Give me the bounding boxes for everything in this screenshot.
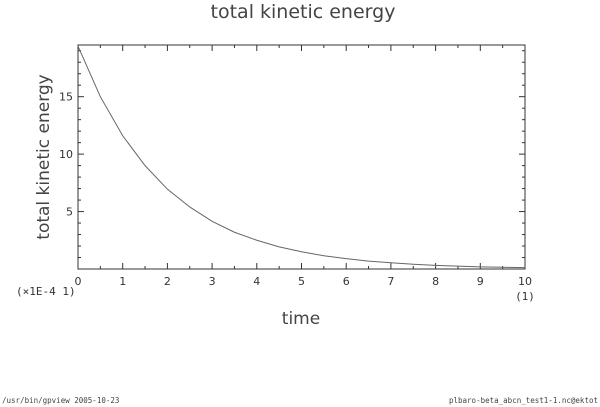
series-layer [77, 45, 526, 269]
x-unit-label: (1) [515, 290, 535, 303]
x-axis-label: time [282, 309, 320, 329]
x-tick-label: 6 [343, 275, 350, 288]
footer-source-file: plbaro-beta_abcn_test1-1.nc@ektot [448, 396, 598, 405]
y-scale-label: (×1E-4 1) [16, 285, 76, 298]
x-tick-label: 7 [387, 275, 394, 288]
plot-frame [77, 44, 526, 270]
x-tick-label: 8 [432, 275, 439, 288]
x-axis-ticks: 0 1 2 3 4 5 6 7 8 9 10 [75, 45, 532, 288]
y-tick-label: 15 [59, 91, 73, 104]
x-tick-label: 1 [119, 275, 126, 288]
footer-command: /usr/bin/gpview 2005-10-23 [2, 396, 120, 405]
x-tick-label: 2 [164, 275, 171, 288]
x-tick-label: 9 [477, 275, 484, 288]
y-axis-label: total kinetic energy [34, 74, 54, 239]
x-tick-label: 5 [298, 275, 305, 288]
series-line [77, 45, 526, 269]
y-axis-ticks: 5 10 15 [59, 50, 525, 259]
x-tick-label: 10 [518, 275, 532, 288]
y-tick-label: 5 [66, 206, 73, 219]
y-tick-label: 10 [59, 148, 73, 161]
chart-title: total kinetic energy [211, 1, 396, 23]
x-tick-label: 0 [75, 275, 82, 288]
x-tick-label: 4 [253, 275, 260, 288]
x-tick-label: 3 [209, 275, 216, 288]
